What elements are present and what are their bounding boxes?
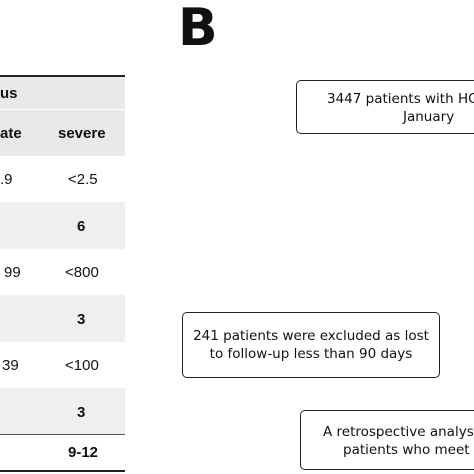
flow-box-analysis-line2: patients who meet (343, 442, 470, 458)
table-header-band (0, 77, 125, 109)
table-cell-left: 99 (4, 264, 21, 281)
panel-label: B (178, 0, 218, 58)
table-cell-severe: <800 (65, 264, 99, 281)
table-total-rule (0, 434, 125, 435)
flow-box-cohort-line1: 3447 patients with HCC (327, 91, 474, 107)
flow-box-excluded: 241 patients were excluded as lost to fo… (182, 312, 440, 378)
table-row-band (0, 295, 125, 342)
flow-box-analysis: A retrospective analysis patients who me… (300, 410, 474, 470)
table-cell-severe: <2.5 (68, 171, 98, 188)
table-cell-left: 39 (2, 357, 19, 374)
table-top-rule (0, 75, 125, 77)
table-cell-severe: 3 (77, 311, 86, 328)
flow-box-cohort: 3447 patients with HCC January (296, 80, 474, 134)
table-header-fragment: us (0, 85, 18, 102)
table-severe-header: severe (58, 125, 106, 142)
table-row-band (0, 388, 125, 434)
table-cell-total: 9-12 (68, 444, 99, 461)
flow-box-excluded-line2: to follow-up less than 90 days (209, 346, 413, 362)
table-cell-severe: <100 (65, 357, 99, 374)
table-subheader-band (0, 110, 125, 156)
table-cell-severe: 3 (77, 404, 86, 421)
table-cell-left: .9 (0, 171, 13, 188)
table-bottom-rule (0, 470, 125, 472)
flow-box-analysis-line1: A retrospective analysis (323, 424, 474, 440)
table-row-band (0, 202, 125, 249)
flow-box-cohort-line2: January (403, 109, 455, 125)
table-subheader-fragment: ate (0, 125, 22, 142)
flow-box-excluded-line1: 241 patients were excluded as lost (193, 328, 429, 344)
table-cell-severe: 6 (77, 218, 86, 235)
